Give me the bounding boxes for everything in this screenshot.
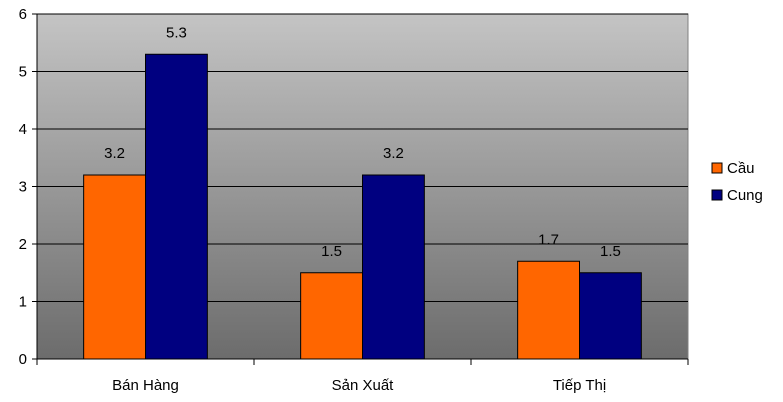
y-tick-label: 3: [19, 179, 27, 196]
bar-1-0: [300, 272, 363, 360]
y-tick-label: 0: [19, 351, 27, 368]
data-labels: 3.2 1.5 1.7 5.3 3.2 1.5: [104, 24, 621, 260]
data-label: 3.2: [383, 145, 404, 162]
legend-label: Cung: [727, 187, 763, 204]
y-tick-label: 5: [19, 64, 27, 81]
bar-2-0: [517, 260, 581, 360]
bar-1-1: [362, 174, 425, 360]
legend-swatch: [711, 162, 723, 174]
y-tick-label: 6: [19, 6, 27, 23]
y-tick-label: 1: [19, 294, 27, 311]
x-category-label: Tiếp Thị: [553, 377, 606, 394]
legend-swatch: [711, 189, 723, 201]
bars: [83, 53, 642, 360]
bar-0-0: [83, 174, 146, 360]
legend-label: Cầu: [727, 160, 755, 177]
y-tick-label: 4: [19, 121, 27, 138]
data-label: 5.3: [166, 24, 187, 41]
bar-0-1: [145, 53, 208, 360]
data-label: 1.5: [600, 243, 621, 260]
data-label: 1.5: [321, 243, 342, 260]
y-tick-label: 2: [19, 236, 27, 253]
legend: Cầu Cung: [711, 160, 763, 204]
bar-2-1: [579, 272, 642, 360]
x-category-label: Sản Xuất: [332, 377, 395, 394]
x-category-label: Bán Hàng: [112, 377, 179, 394]
x-axis: Bán Hàng Sản Xuất Tiếp Thị: [36, 358, 689, 394]
y-axis: 0 1 2 3 4 5 6: [19, 6, 38, 368]
data-label: 3.2: [104, 145, 125, 162]
data-label: 1.7: [538, 231, 559, 248]
